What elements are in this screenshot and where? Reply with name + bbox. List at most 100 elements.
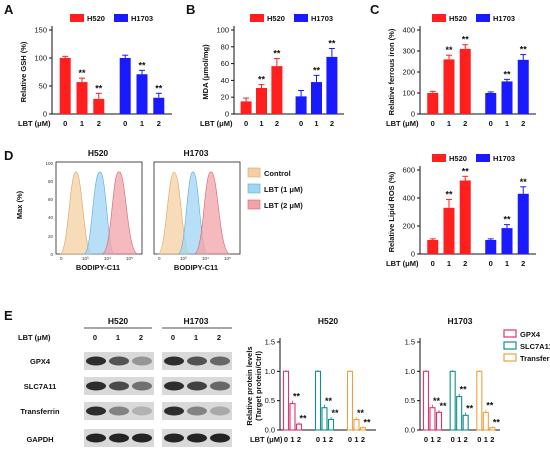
bar-e-h520-slc7a11-1 [321,407,328,431]
bar-c-h1703-1 [501,81,513,114]
hist-curve-control-h520 [59,171,93,255]
bar-e-h520-slc7a11-2 [327,418,335,431]
significance-mark-e-h1703: ** [460,385,468,395]
y-tick-label-e-h1703: 1.0 [405,367,415,376]
wb-dose-h520-2: 2 [139,333,143,342]
blot-band [164,356,184,366]
bar-c-h1703-0 [485,93,497,114]
y-tick-label-e-h520: 1.5 [265,338,275,347]
significance-mark-b: ** [258,75,266,85]
legend-label-a: H520 [87,14,105,23]
blot-band [109,381,129,391]
legend-label-b: H520 [267,14,285,23]
y-tick-label-lipid: 600 [402,166,415,175]
blot-band [86,356,106,366]
significance-mark-e-h520: ** [325,396,333,406]
significance-mark-b: ** [328,38,336,48]
blot-band [109,433,129,443]
western-blot: H520 H1703 LBT (μM) 0 1 2 0 1 2 GPX4 SLC… [18,316,232,447]
hist-xtick-1e3-h1703: 10³ [180,256,187,261]
blot-band [86,433,106,443]
wb-dose-h1703-1: 1 [194,333,198,342]
legend-swatch-c [432,14,446,22]
hist-legend-swatch-control [247,167,261,178]
dose-label-b: 0 [299,119,303,128]
legend-label-lipid: H1703 [493,154,515,163]
dose-label-e-h520: 2 [329,435,333,444]
bar-c-h520-0 [427,93,439,114]
bar-e-h1703-gpx4-1 [429,407,436,431]
blot-strips [84,352,232,447]
wb-dose-h1703-2: 2 [217,333,221,342]
dose-label-a: 2 [157,119,161,128]
bar-e-h1703-slc7a11-0 [449,370,456,431]
significance-mark-a: ** [95,83,103,93]
bar-b-h520-1 [256,87,267,114]
dose-label-lipid: 2 [521,259,525,268]
legend-swatch-b [250,14,264,22]
hist-ytick-60: 60 [48,197,54,202]
blot-background [84,402,154,420]
dose-label-lipid: 1 [505,259,509,268]
dose-label-e-h520: 1 [322,435,326,444]
hist-legend-swatch-lbt2 [247,199,261,210]
significance-mark-e-h1703: ** [433,396,441,406]
dose-label-lipid: 0 [431,259,435,268]
bar-e-h1703-gpx4-0 [422,370,430,431]
significance-mark-a: ** [155,83,163,93]
hist-xtick-0-h520: 0 [60,256,63,261]
legend-swatch-a [70,14,84,22]
panel-letter-a: A [4,2,14,17]
lbt-label-a: LBT (μM) [18,119,51,128]
y-tick-label-a: 150 [34,26,47,35]
panel-letter-c: C [370,2,380,17]
y-tick-label-lipid: 400 [402,194,415,203]
wb-label-slc7a11: SLC7A11 [24,382,57,391]
legend-label-c: H520 [449,14,467,23]
significance-mark-lipid: ** [520,177,528,187]
hist-xtick-1e5-h1703: 10⁵ [224,256,231,261]
bar-e-h520-gpx4-2 [295,423,303,431]
legend-label-e-h1703: GPX4 [520,330,541,339]
dose-label-lipid: 2 [463,259,467,268]
hist-legend-swatch-lbt1 [247,183,261,194]
flow-histograms: H520 H1703 Max (%) BODIPY-C11 BODIPY-C11… [15,148,303,272]
bar-b-h1703-1 [311,82,322,114]
significance-mark-e-h1703: ** [486,400,494,410]
y-tick-label-c: 200 [402,68,415,77]
blot-band [86,381,106,391]
y-tick-label-b: 40 [221,76,229,85]
significance-mark-lipid: ** [503,215,511,225]
wb-dose-h520-1: 1 [116,333,120,342]
hist-ylabel: Max (%) [15,190,24,219]
blot-band [132,433,152,443]
bar-e-h520-slc7a11-0 [314,370,322,431]
dose-label-e-h520: 0 [284,435,288,444]
hist-xtick-1e3-h520: 10³ [82,256,89,261]
wb-dose-h520-0: 0 [93,333,97,342]
hist-ytick-20: 20 [48,234,54,239]
dose-label-b: 0 [244,119,248,128]
blot-band [187,406,207,416]
bar-b-h520-2 [271,66,283,114]
significance-mark-e-h520: ** [293,392,301,402]
legend-label-e-h1703: SLC7A11 [520,342,550,351]
y-axis-title-c: Relative ferrous iron (%) [387,28,396,115]
bar-e-h1703-gpx4-2 [435,411,443,431]
legend-swatch-lipid [476,154,490,162]
blot-band [210,356,230,366]
bar-a-h1703-0 [119,58,131,114]
dose-label-e-h1703: 2 [490,435,494,444]
hist-legend: Control LBT (1 μM) LBT (2 μM) [247,167,303,210]
dose-label-e-h520: 0 [348,435,352,444]
significance-mark-a: ** [78,68,86,78]
wb-label-transferrin: Transferrin [20,407,60,416]
dose-label-a: 1 [80,119,84,128]
dose-label-e-h520: 2 [297,435,301,444]
significance-mark-e-h520: ** [357,408,365,418]
bar-e-h1703-slc7a11-2 [462,414,469,431]
dose-label-c: 1 [447,119,451,128]
y-tick-label-e-h520: 0.5 [265,396,275,405]
